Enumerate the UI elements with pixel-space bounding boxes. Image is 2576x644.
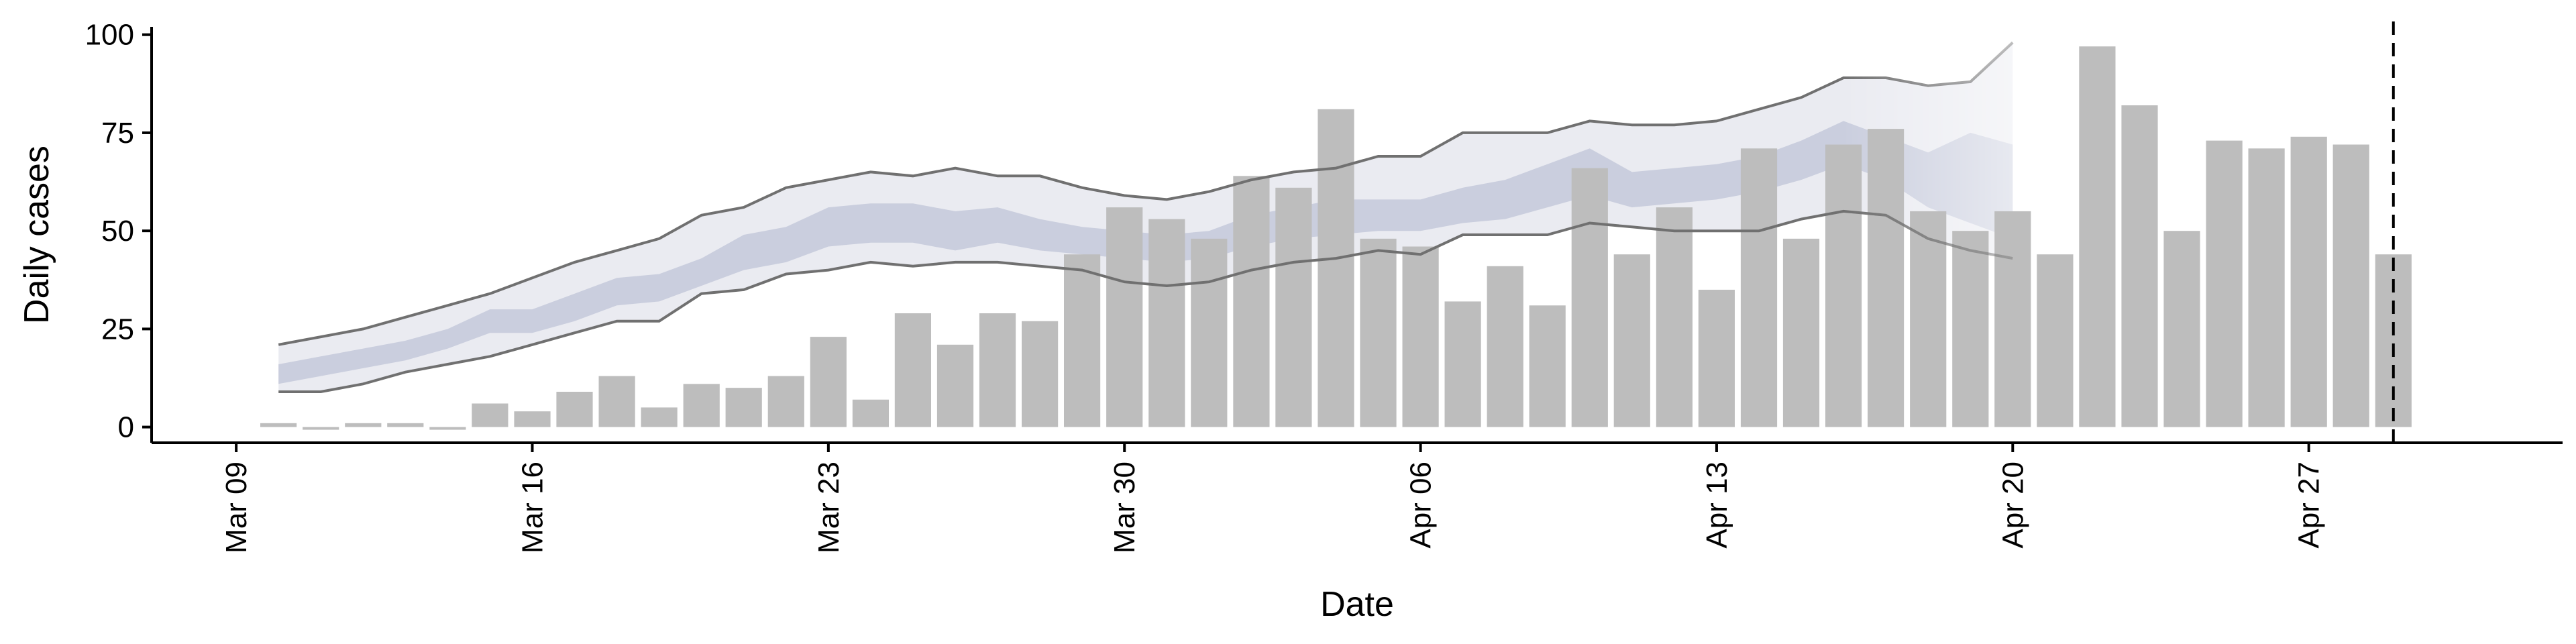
case-bar <box>767 376 804 427</box>
case-bar <box>1825 144 1862 427</box>
x-tick-label: Mar 30 <box>1108 462 1141 553</box>
case-bar <box>641 407 678 427</box>
case-bar <box>936 344 974 427</box>
case-bar <box>1022 321 1059 427</box>
case-bar <box>1191 238 1228 427</box>
case-bar <box>1444 301 1481 427</box>
y-tick-label: 100 <box>85 19 134 52</box>
x-tick-label: Apr 06 <box>1405 462 1438 549</box>
interval-lines <box>278 41 2014 393</box>
lower-interval-line <box>278 209 2013 393</box>
axes: 0 25 50 75 100 Mar 09 Mar 16 Mar 23 Mar 30 Apr 0… <box>85 19 2563 553</box>
case-bar <box>429 427 466 430</box>
case-bar <box>2163 231 2200 427</box>
case-bar <box>1613 254 1650 427</box>
case-bar <box>1740 148 1778 427</box>
case-bar <box>894 313 931 427</box>
case-bar <box>1868 129 1904 427</box>
x-tick-label: Apr 20 <box>1996 462 2029 549</box>
case-bar <box>1656 207 1693 427</box>
y-tick-label: 25 <box>101 313 134 345</box>
case-bar <box>2206 140 2243 427</box>
case-bar <box>852 399 889 427</box>
x-tick-label: Mar 16 <box>516 462 549 553</box>
case-bar <box>1698 289 1735 427</box>
case-bar <box>2121 105 2158 427</box>
case-bar <box>387 423 424 427</box>
case-bar <box>472 403 508 427</box>
case-bar <box>598 376 635 427</box>
case-bar <box>683 384 720 427</box>
case-bar <box>1233 176 1270 427</box>
case-bar <box>1275 187 1312 427</box>
case-bar <box>2037 254 2074 427</box>
case-bar <box>1782 238 1820 427</box>
case-bar <box>556 392 593 427</box>
case-bar <box>1106 207 1143 427</box>
case-bar <box>514 411 551 427</box>
case-bar <box>1402 246 1439 427</box>
case-bar <box>1064 254 1101 427</box>
case-bar <box>1360 238 1397 427</box>
case-bar <box>1952 231 1989 427</box>
y-tick-label: 75 <box>101 117 134 150</box>
y-tick-label: 50 <box>101 215 134 248</box>
upper-interval-line <box>278 41 2014 346</box>
case-bar <box>345 423 382 427</box>
y-tick-label: 0 <box>118 411 134 444</box>
case-bar <box>2332 144 2369 427</box>
case-bar <box>260 423 297 427</box>
x-tick-label: Mar 23 <box>812 462 845 553</box>
case-bar <box>2079 46 2116 427</box>
case-bar <box>1148 219 1185 427</box>
case-bar <box>1571 168 1608 427</box>
x-axis-ticks: Mar 09 Mar 16 Mar 23 Mar 30 Apr 06 Apr 13 Apr … <box>220 443 2326 553</box>
y-axis-title: Daily cases <box>17 146 56 324</box>
case-bar <box>1529 305 1566 427</box>
case-bar <box>2248 148 2285 427</box>
case-bar <box>1910 211 1947 427</box>
x-tick-label: Apr 13 <box>1701 462 1733 549</box>
y-axis-ticks: 0 25 50 75 100 <box>85 19 152 444</box>
case-bar <box>2290 136 2327 427</box>
case-bar <box>1318 109 1354 427</box>
outer-band <box>278 42 2013 392</box>
case-bar <box>810 337 847 427</box>
x-tick-label: Mar 09 <box>220 462 253 553</box>
case-bar <box>1994 211 2031 427</box>
case-bar <box>979 313 1016 427</box>
x-tick-label: Apr 27 <box>2293 462 2326 549</box>
case-bars <box>260 46 2412 430</box>
x-axis-title: Date <box>1320 585 1394 624</box>
case-bar <box>725 388 762 427</box>
case-bar <box>303 427 339 430</box>
case-bar <box>1487 266 1523 427</box>
